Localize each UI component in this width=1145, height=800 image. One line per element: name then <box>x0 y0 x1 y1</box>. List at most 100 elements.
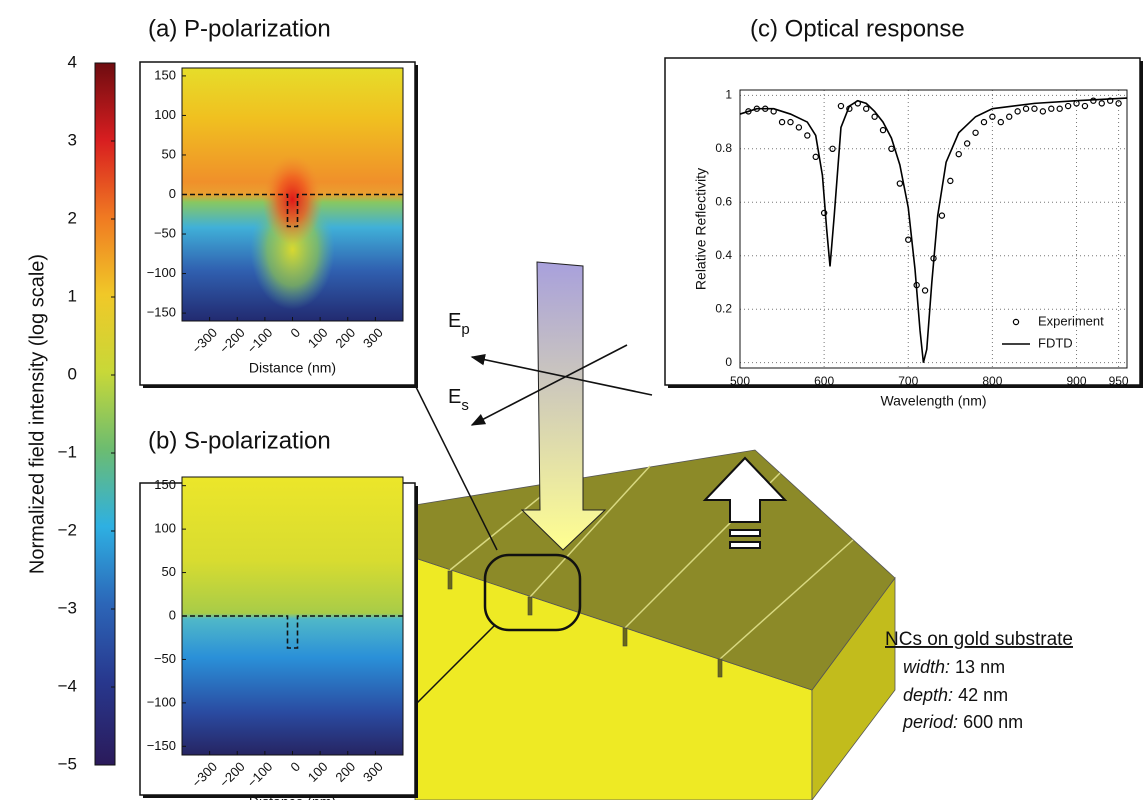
x-axis-label: Distance (nm) <box>249 360 336 376</box>
field-arrow <box>470 354 653 396</box>
data-point <box>980 118 988 126</box>
y-tick-label: 2 <box>68 208 77 227</box>
y-tick-label: 0.6 <box>715 194 732 208</box>
data-point <box>829 145 836 153</box>
y-tick-label: 100 <box>154 107 176 122</box>
data-point <box>1081 102 1089 110</box>
data-line <box>739 97 1128 363</box>
y-tick-label: −5 <box>58 754 77 773</box>
legend-label: FDTD <box>1038 335 1073 350</box>
data-point <box>1006 113 1013 120</box>
y-tick-label: 1 <box>68 286 77 305</box>
y-tick-label: 100 <box>154 521 176 536</box>
y-tick-label: −100 <box>147 265 176 280</box>
data-point <box>938 212 946 219</box>
y-tick-label: −50 <box>154 225 176 240</box>
y-tick-label: 150 <box>154 67 176 82</box>
y-tick-label: −100 <box>147 694 176 709</box>
y-axis-label: Normalized field intensity (log scale) <box>26 254 48 574</box>
y-tick-label: 4 <box>68 52 77 71</box>
y-tick-label: −50 <box>154 651 176 666</box>
data-point <box>1014 108 1021 115</box>
data-point <box>1031 105 1038 112</box>
data-point <box>1048 105 1055 112</box>
x-axis-label: Wavelength (nm) <box>880 393 986 409</box>
data-point <box>1106 97 1114 104</box>
substrate-title: NCs on gold substrate <box>885 629 1073 650</box>
field-arrow <box>470 344 628 426</box>
data-point <box>787 118 794 126</box>
y-tick-label: −150 <box>147 738 176 753</box>
panel-title: (b) S-polarization <box>148 427 331 454</box>
data-point <box>972 129 979 136</box>
x-tick-label: 500 <box>730 374 750 388</box>
y-tick-label: −3 <box>58 598 77 617</box>
y-tick-label: 1 <box>725 88 732 102</box>
y-tick-label: 0.4 <box>715 248 732 262</box>
legend-marker <box>1012 318 1020 326</box>
data-point <box>1056 105 1063 112</box>
colorbar <box>94 62 116 766</box>
x-tick-label: 900 <box>1067 374 1087 388</box>
y-axis-label: Relative Reflectivity <box>693 168 709 290</box>
data-point <box>896 180 904 187</box>
data-point <box>1039 108 1047 115</box>
y-tick-label: −4 <box>58 676 77 695</box>
y-tick-label: 0.2 <box>715 301 732 315</box>
data-point <box>820 209 828 217</box>
data-point <box>871 113 878 120</box>
zoom-circle <box>483 553 582 632</box>
zoom-line <box>414 624 496 706</box>
data-point <box>1098 100 1105 107</box>
data-point <box>921 287 929 294</box>
spec: width: 13 nm <box>903 657 1005 677</box>
x-tick-label: 800 <box>982 374 1002 388</box>
data-point <box>947 177 954 185</box>
data-point <box>1064 102 1072 110</box>
field-label: Ep <box>448 310 470 338</box>
legend-label: Experiment <box>1038 313 1104 328</box>
field-hotspot <box>262 154 323 245</box>
y-tick-label: 0 <box>169 186 176 201</box>
y-tick-label: −150 <box>147 305 176 320</box>
y-tick-label: 0 <box>169 607 176 622</box>
data-point <box>795 124 803 131</box>
field-label: Es <box>448 386 469 414</box>
y-tick-label: 0 <box>725 355 732 369</box>
data-point <box>879 126 887 134</box>
x-axis-label: Distance (nm) <box>249 794 336 800</box>
panel-title: (c) Optical response <box>750 15 965 42</box>
x-tick-label: 700 <box>898 374 918 388</box>
y-tick-label: 0 <box>68 364 77 383</box>
x-tick-label: 950 <box>1109 374 1129 388</box>
y-tick-label: 150 <box>154 477 176 492</box>
data-point <box>905 236 912 243</box>
data-point <box>862 105 870 112</box>
x-tick-label: 600 <box>814 374 834 388</box>
plot-frame <box>739 89 1128 369</box>
y-tick-label: 50 <box>162 146 176 161</box>
spec: period: 600 nm <box>902 712 1023 732</box>
data-point <box>955 150 962 158</box>
data-point <box>1022 105 1030 112</box>
panel-title: (a) P-polarization <box>148 15 331 42</box>
data-point <box>989 113 996 120</box>
data-point <box>812 153 819 161</box>
y-tick-label: −2 <box>58 520 77 539</box>
data-point <box>963 140 971 147</box>
incident-beam <box>520 261 607 551</box>
zoom-line <box>414 384 498 551</box>
y-tick-label: −1 <box>58 442 77 461</box>
spec: depth: 42 nm <box>903 685 1008 705</box>
substrate <box>414 449 896 800</box>
reflected-arrow <box>702 456 788 549</box>
data-point <box>837 102 845 110</box>
data-point <box>997 118 1005 126</box>
data-point <box>778 118 786 126</box>
data-point <box>804 132 811 139</box>
y-tick-label: 0.8 <box>715 141 732 155</box>
y-tick-label: 50 <box>162 564 176 579</box>
y-tick-label: 3 <box>68 130 77 149</box>
data-point <box>1115 100 1122 107</box>
